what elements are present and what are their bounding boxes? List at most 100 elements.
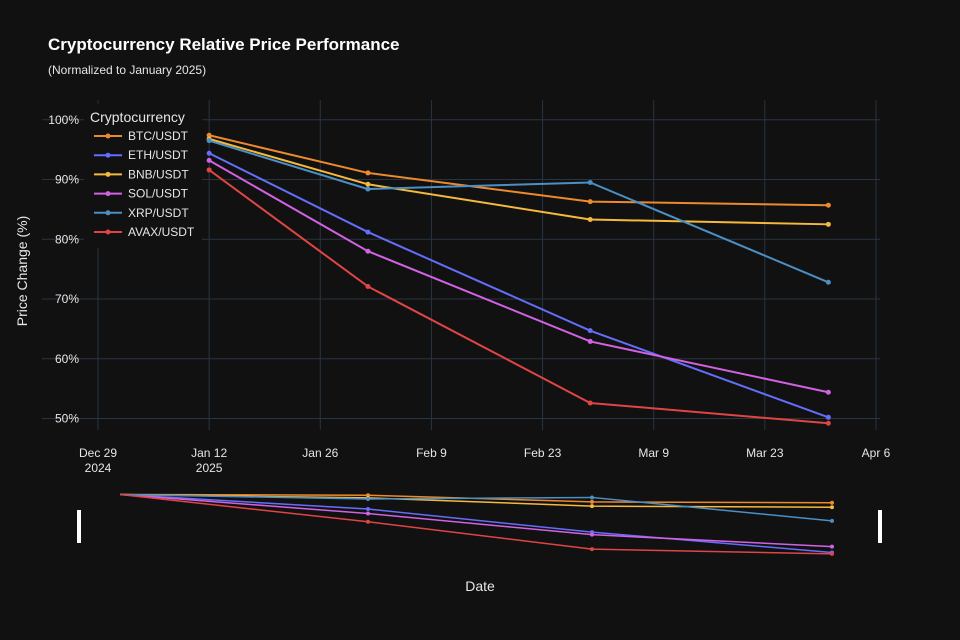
data-point[interactable] [206, 157, 212, 163]
data-point[interactable] [365, 181, 371, 187]
series-line [208, 134, 829, 207]
range-slider-point [590, 532, 594, 537]
x-tick-label: Mar 9 [638, 446, 669, 460]
x-tick-label: Jan 26 [302, 446, 338, 460]
x-tick-label: Jan 12 [191, 446, 227, 460]
series-xrp-usdt[interactable] [206, 138, 831, 285]
legend-label: BNB/USDT [128, 167, 189, 181]
range-slider-line [119, 493, 833, 554]
series-line [208, 159, 829, 394]
data-point[interactable] [825, 221, 831, 227]
legend[interactable]: Cryptocurrency BTC/USDT ETH/USDT BNB/USDT S… [84, 104, 202, 248]
x-tick-label: Apr 6 [862, 446, 891, 460]
y-tick-label: 80% [55, 232, 79, 246]
range-slider[interactable] [77, 478, 882, 556]
x-tick-label: Feb 9 [416, 446, 447, 460]
y-tick-label: 50% [55, 412, 79, 426]
range-slider-point [830, 551, 834, 556]
legend-marker [105, 191, 111, 197]
data-point[interactable] [206, 132, 212, 138]
data-point[interactable] [587, 217, 593, 223]
legend-item-btc-usdt[interactable]: BTC/USDT [94, 129, 189, 143]
x-tick-label: 2025 [196, 461, 223, 475]
data-point[interactable] [365, 186, 371, 192]
range-slider-point [590, 499, 594, 504]
legend-title: Cryptocurrency [90, 109, 185, 125]
range-slider-point [590, 495, 594, 500]
x-tick-label: Dec 29 [79, 446, 117, 460]
y-axis-title: Price Change (%) [14, 216, 30, 327]
series-btc-usdt[interactable] [206, 132, 831, 208]
x-axis-title: Date [465, 578, 495, 594]
chart-subtitle: (Normalized to January 2025) [48, 63, 206, 77]
data-point[interactable] [365, 229, 371, 235]
legend-marker [105, 210, 111, 216]
data-point[interactable] [206, 167, 212, 173]
range-slider-point [366, 519, 370, 524]
chart-title: Cryptocurrency Relative Price Performanc… [48, 35, 400, 54]
plot-area[interactable] [206, 132, 831, 426]
data-point[interactable] [587, 328, 593, 334]
legend-label: ETH/USDT [128, 148, 189, 162]
x-tick-label: 2024 [85, 461, 112, 475]
legend-marker [105, 171, 111, 177]
y-tick-label: 100% [48, 113, 79, 127]
data-point[interactable] [365, 283, 371, 289]
legend-label: AVAX/USDT [128, 225, 195, 239]
range-slider-line [119, 493, 833, 522]
range-slider-series [119, 493, 834, 549]
data-point[interactable] [587, 199, 593, 205]
data-point[interactable] [825, 414, 831, 420]
x-tick-label: Mar 23 [746, 446, 784, 460]
legend-item-avax-usdt[interactable]: AVAX/USDT [94, 225, 195, 239]
x-tick-label: Feb 23 [524, 446, 562, 460]
range-slider-point [366, 511, 370, 516]
range-slider-point [830, 518, 834, 523]
legend-marker [105, 229, 111, 235]
legend-label: XRP/USDT [128, 206, 189, 220]
range-slider-point [366, 496, 370, 501]
legend-item-sol-usdt[interactable]: SOL/USDT [94, 187, 189, 201]
range-slider-point [366, 507, 370, 512]
data-point[interactable] [825, 420, 831, 426]
range-slider-point [830, 500, 834, 505]
series-line [208, 139, 829, 284]
data-point[interactable] [587, 338, 593, 344]
legend-item-eth-usdt[interactable]: ETH/USDT [94, 148, 189, 162]
data-point[interactable] [206, 138, 212, 144]
y-tick-label: 60% [55, 352, 79, 366]
range-slider-point [590, 547, 594, 552]
series-eth-usdt[interactable] [206, 150, 831, 420]
range-slider-point [830, 505, 834, 510]
data-point[interactable] [825, 279, 831, 285]
range-slider-left-handle[interactable] [77, 510, 81, 543]
series-line [208, 152, 829, 419]
range-slider-line [119, 493, 833, 548]
series-sol-usdt[interactable] [206, 157, 831, 395]
data-point[interactable] [206, 150, 212, 156]
legend-label: SOL/USDT [128, 187, 189, 201]
legend-item-xrp-usdt[interactable]: XRP/USDT [94, 206, 189, 220]
y-tick-label: 90% [55, 173, 79, 187]
range-slider-series [119, 493, 834, 523]
legend-label: BTC/USDT [128, 129, 189, 143]
range-slider-point [590, 504, 594, 509]
data-point[interactable] [587, 179, 593, 185]
data-point[interactable] [365, 248, 371, 254]
range-slider-series [119, 493, 834, 556]
data-point[interactable] [825, 389, 831, 395]
range-slider-right-handle[interactable] [878, 510, 882, 543]
data-point[interactable] [825, 202, 831, 208]
data-point[interactable] [587, 400, 593, 406]
series-avax-usdt[interactable] [206, 167, 831, 426]
range-slider-line [119, 493, 833, 555]
data-point[interactable] [365, 170, 371, 176]
legend-marker [105, 133, 111, 139]
y-axis: 50% 60% 70% 80% 90% 100% [48, 113, 79, 426]
legend-item-bnb-usdt[interactable]: BNB/USDT [94, 167, 189, 181]
y-tick-label: 70% [55, 292, 79, 306]
range-slider-point [830, 544, 834, 549]
series-bnb-usdt[interactable] [206, 136, 831, 227]
